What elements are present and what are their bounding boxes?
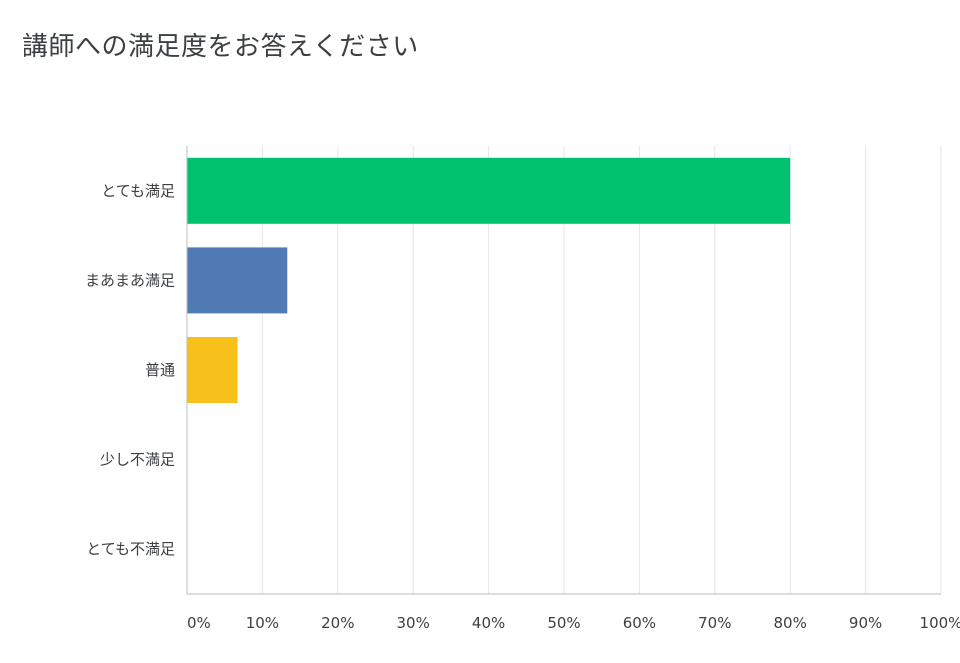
category-label: まあまあ満足 [85,271,175,289]
bar [187,247,288,314]
category-label: 普通 [145,361,175,379]
bars [187,157,791,403]
x-tick-label: 60% [623,614,656,632]
axes [186,146,941,595]
bar [187,157,791,224]
x-tick-label: 50% [547,614,580,632]
x-tick-labels: 0% 10% 20% 30% 40% 50% 60% 70% 80% 90% 100% [187,614,960,632]
category-label: 少し不満足 [100,451,175,469]
x-tick-label: 90% [849,614,882,632]
x-tick-label: 30% [397,614,430,632]
x-tick-label: 20% [321,614,354,632]
x-tick-label: 100% [920,614,960,632]
x-tick-label: 0% [187,614,211,632]
x-tick-label: 40% [472,614,505,632]
category-label: とても不満足 [86,540,175,558]
x-tick-label: 10% [246,614,279,632]
chart-title: 講師への満足度をお答えください [22,32,419,62]
x-tick-label: 80% [774,614,807,632]
bar [187,337,238,403]
category-label: とても満足 [101,182,175,200]
x-tick-label: 70% [698,614,731,632]
